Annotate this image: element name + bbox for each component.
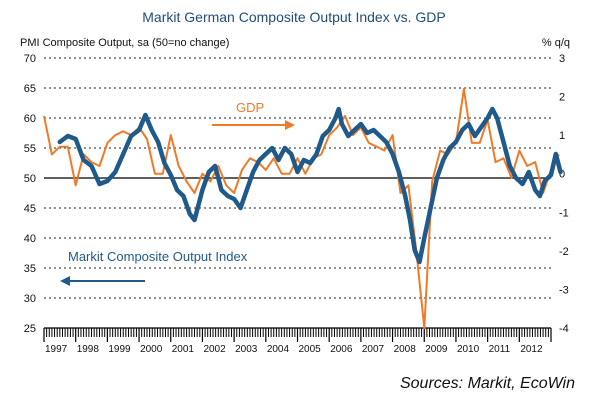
left-tick-label: 60 bbox=[24, 113, 36, 125]
left-axis-ticks: 70 65 60 55 50 45 40 35 30 25 bbox=[24, 53, 36, 335]
x-tick-label: 2003 bbox=[235, 344, 258, 355]
annotation-gdp-arrowhead bbox=[285, 120, 295, 130]
right-tick-label: 2 bbox=[559, 92, 565, 104]
left-axis-label: PMI Composite Output, sa (50=no change) bbox=[20, 37, 229, 49]
x-tick-label: 2002 bbox=[203, 344, 226, 355]
x-tick-label: 1998 bbox=[77, 344, 100, 355]
right-tick-label: -4 bbox=[559, 323, 569, 335]
x-tick-label: 2004 bbox=[267, 344, 290, 355]
annotation-gdp-label: GDP bbox=[236, 100, 264, 115]
right-tick-label: -2 bbox=[559, 246, 569, 258]
series-group bbox=[43, 87, 563, 329]
x-tick-label: 2010 bbox=[457, 344, 480, 355]
x-tick-label: 2005 bbox=[299, 344, 322, 355]
x-tick-label: 1999 bbox=[108, 344, 131, 355]
annotation-pmi-arrowhead bbox=[60, 276, 70, 286]
x-tick-label: 2000 bbox=[140, 344, 163, 355]
x-tick-label: 2007 bbox=[362, 344, 385, 355]
annotation-gdp: GDP bbox=[212, 100, 295, 130]
x-tick-label: 2012 bbox=[520, 344, 543, 355]
left-tick-label: 50 bbox=[24, 173, 36, 185]
right-tick-label: 3 bbox=[559, 53, 565, 65]
x-tick-label: 1997 bbox=[45, 344, 68, 355]
right-tick-label: 1 bbox=[559, 130, 565, 142]
left-tick-label: 30 bbox=[24, 293, 36, 305]
left-tick-label: 55 bbox=[24, 143, 36, 155]
left-tick-label: 45 bbox=[24, 203, 36, 215]
left-tick-label: 40 bbox=[24, 233, 36, 245]
x-tick-label: 2011 bbox=[489, 344, 511, 355]
right-axis-ticks: 3 2 1 0 -1 -2 -3 -4 bbox=[559, 53, 569, 335]
source-note: Sources: Markit, EcoWin bbox=[400, 375, 575, 392]
x-tick-label: 2006 bbox=[330, 344, 353, 355]
gridlines bbox=[44, 57, 551, 329]
left-tick-label: 35 bbox=[24, 263, 36, 275]
x-axis: 1997 1998 1999 2000 2001 2002 2003 2004 2005 2006… bbox=[43, 327, 552, 355]
chart-title: Markit German Composite Output Index vs.… bbox=[142, 9, 445, 25]
right-tick-label: -1 bbox=[559, 207, 569, 219]
x-tick-label: 2001 bbox=[172, 344, 195, 355]
x-tick-label: 2008 bbox=[394, 344, 417, 355]
right-axis-label: % q/q bbox=[542, 37, 570, 49]
left-tick-label: 65 bbox=[24, 83, 36, 95]
left-tick-label: 70 bbox=[24, 53, 36, 65]
left-tick-label: 25 bbox=[24, 323, 36, 335]
right-tick-label: 0 bbox=[559, 169, 565, 181]
series-line-pmi bbox=[57, 106, 563, 265]
right-tick-label: -3 bbox=[559, 284, 569, 296]
annotation-pmi: Markit Composite Output Index bbox=[60, 249, 248, 286]
annotation-pmi-label: Markit Composite Output Index bbox=[68, 249, 248, 264]
x-tick-label: 2009 bbox=[425, 344, 448, 355]
